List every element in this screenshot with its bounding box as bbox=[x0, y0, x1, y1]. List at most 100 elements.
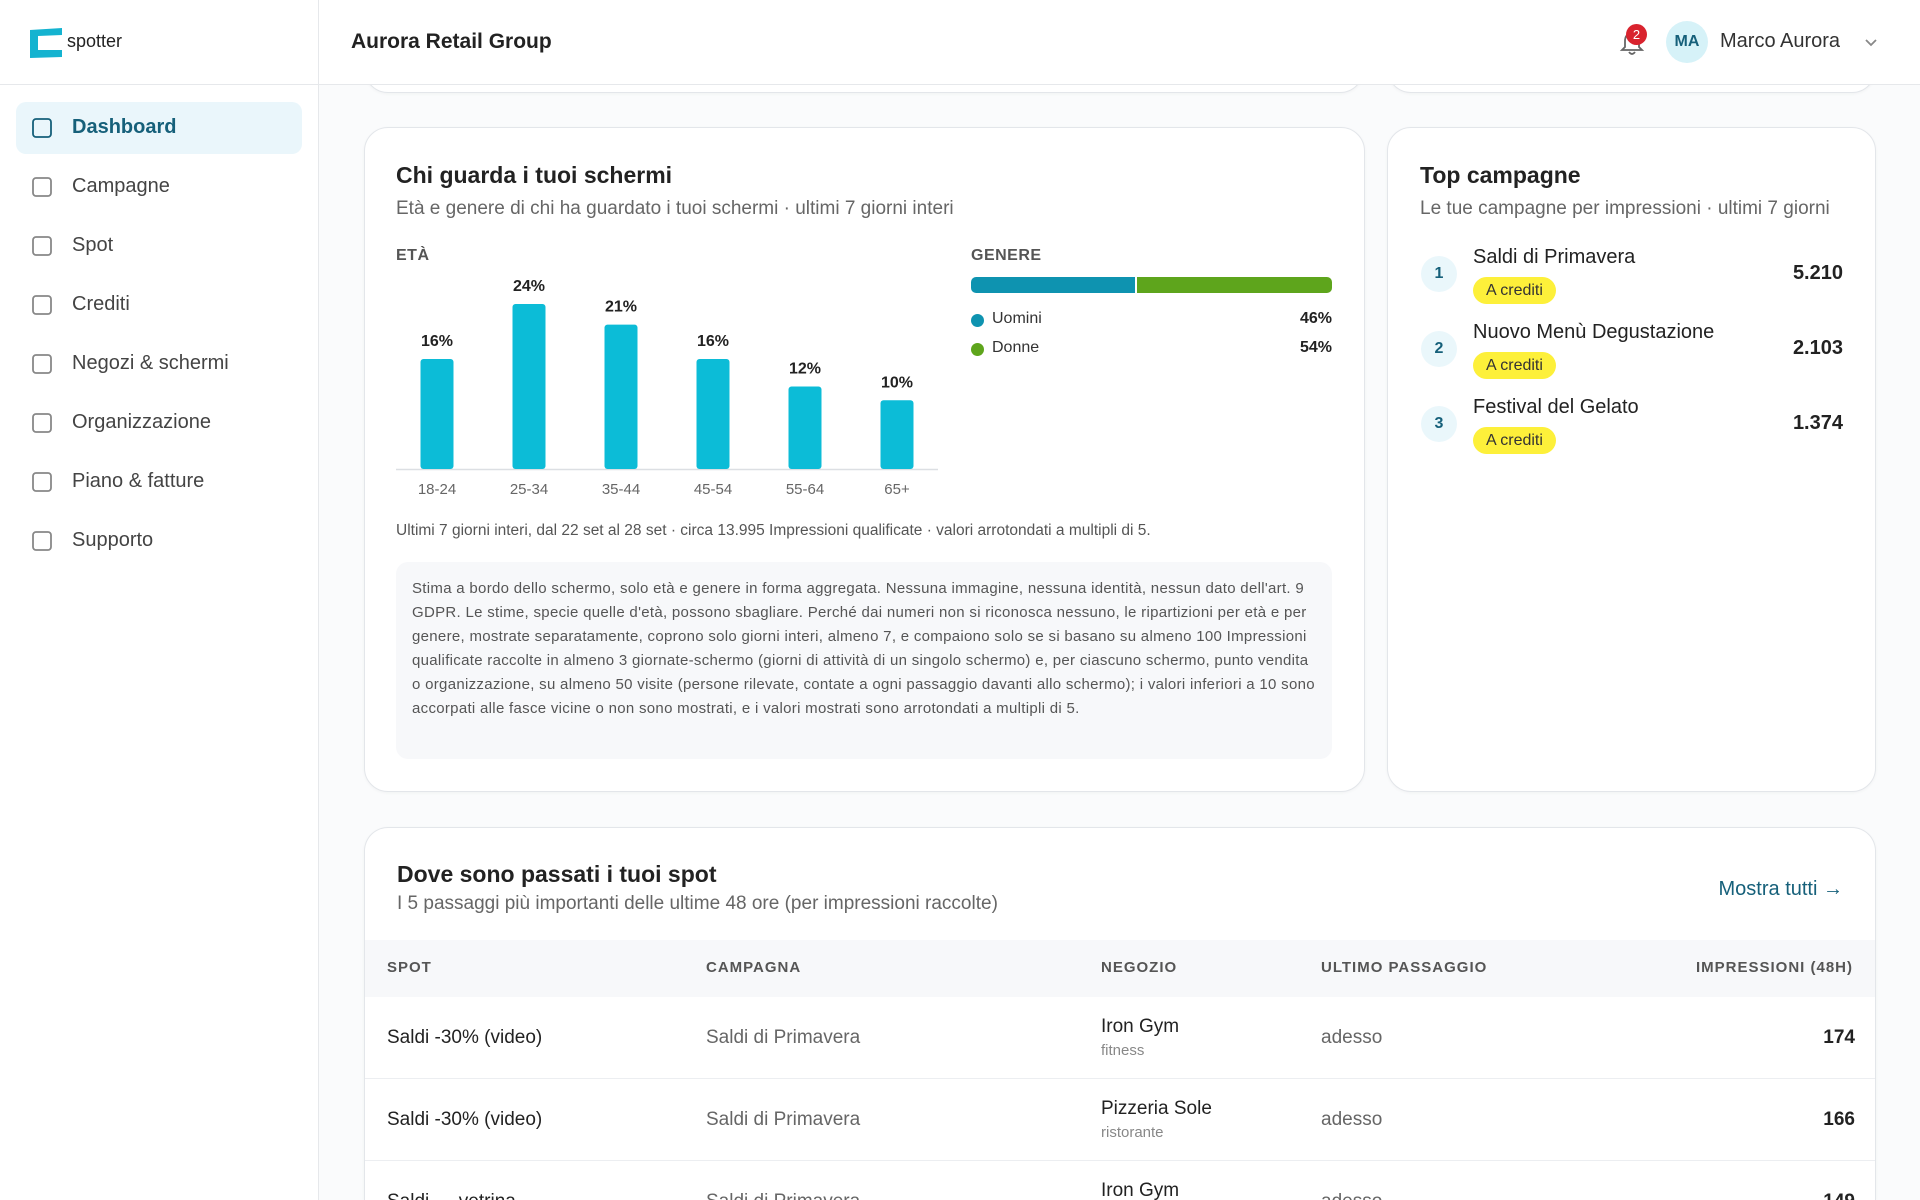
icon-shape bbox=[32, 118, 52, 138]
rank-badge: 2 bbox=[1421, 331, 1457, 367]
nav-label: Spot bbox=[72, 234, 114, 256]
legend-label: Donne bbox=[992, 339, 1040, 356]
campaign-impressions: 5.210 bbox=[1792, 262, 1843, 284]
campaign-row[interactable]: 3 Festival del Gelato A crediti 1.374 bbox=[1420, 392, 1845, 456]
rank-badge: 1 bbox=[1421, 256, 1457, 292]
top-campaigns-card bbox=[1387, 127, 1876, 792]
age-bar bbox=[788, 386, 822, 469]
column-header: NEGOZIO bbox=[1101, 959, 1178, 976]
legend-value: 46% bbox=[1299, 310, 1332, 327]
age-value-label: 16% bbox=[697, 333, 729, 350]
nav-label: Campagne bbox=[72, 175, 170, 197]
cell-store-type: ristorante bbox=[1101, 1124, 1164, 1141]
nav-item[interactable]: Dashboard bbox=[16, 102, 302, 154]
campaign-name: Nuovo Menù Degustazione bbox=[1473, 321, 1715, 343]
card-title: Chi guarda i tuoi schermi bbox=[396, 162, 673, 188]
nav-item[interactable]: Crediti bbox=[16, 279, 302, 331]
user-name: Marco Aurora bbox=[1720, 30, 1841, 52]
user-menu[interactable]: MA Marco Aurora bbox=[1666, 20, 1896, 64]
icon-shape bbox=[32, 177, 52, 197]
campaign-impressions: 1.374 bbox=[1792, 412, 1843, 434]
campaign-row[interactable]: 1 Saldi di Primavera A crediti 5.210 bbox=[1420, 242, 1845, 306]
gender-label: GENERE bbox=[971, 247, 1042, 264]
nav-item[interactable]: Piano & fatture bbox=[16, 456, 302, 508]
age-bar bbox=[880, 400, 914, 469]
table-header bbox=[365, 940, 1875, 997]
cell-spot: Saldi -30% (video) bbox=[387, 1027, 543, 1048]
nav-icon bbox=[32, 413, 52, 433]
campaign-row[interactable]: 2 Nuovo Menù Degustazione A crediti 2.103 bbox=[1420, 317, 1845, 381]
nav-item[interactable]: Negozi & schermi bbox=[16, 338, 302, 390]
card-title: Dove sono passati i tuoi spot bbox=[397, 861, 717, 887]
age-value-label: 16% bbox=[421, 333, 453, 350]
show-all-link[interactable]: Mostra tutti → bbox=[1718, 878, 1843, 900]
campaign-name: Saldi di Primavera bbox=[1473, 246, 1636, 268]
nav-icon bbox=[32, 472, 52, 492]
cell-spot: Saldi -30% (video) bbox=[387, 1109, 543, 1130]
legend-label: Uomini bbox=[992, 310, 1042, 327]
campaign-badge: A crediti bbox=[1473, 352, 1556, 379]
card-subtitle: Età e genere di chi ha guardato i tuoi s… bbox=[396, 198, 954, 219]
nav-icon bbox=[32, 236, 52, 256]
nav-item[interactable]: Supporto bbox=[16, 515, 302, 567]
cell-spot: Saldi — vetrina bbox=[387, 1191, 516, 1200]
age-bar bbox=[512, 304, 546, 469]
logo-icon bbox=[30, 28, 62, 58]
icon-shape bbox=[32, 472, 52, 492]
logo-block: spotter bbox=[0, 0, 318, 85]
sidebar bbox=[0, 0, 319, 1200]
icon-shape bbox=[32, 236, 52, 256]
age-category-label: 55-64 bbox=[786, 481, 824, 498]
age-value-label: 21% bbox=[605, 299, 637, 316]
nav-icon bbox=[32, 177, 52, 197]
icon-shape bbox=[32, 531, 52, 551]
cell-last: adesso bbox=[1321, 1191, 1382, 1200]
column-header: CAMPAGNA bbox=[706, 959, 802, 976]
cell-store: Iron Gym bbox=[1101, 1180, 1180, 1200]
nav-label: Crediti bbox=[72, 293, 130, 315]
nav-icon bbox=[32, 531, 52, 551]
icon-shape bbox=[32, 413, 52, 433]
age-category-label: 35-44 bbox=[602, 481, 640, 498]
card-subtitle: Le tue campagne per impressioni · ultimi… bbox=[1420, 198, 1830, 219]
cell-store: Iron Gym bbox=[1101, 1016, 1180, 1037]
chevron-icon bbox=[1865, 39, 1877, 47]
disclaimer-box: Stima a bordo dello schermo, solo età e … bbox=[396, 562, 1332, 759]
table-row[interactable]: Saldi -30% (video) Saldi di Primavera Pizz… bbox=[365, 1079, 1875, 1161]
cell-last: adesso bbox=[1321, 1109, 1383, 1130]
column-header: SPOT bbox=[387, 959, 432, 976]
nav-label: Supporto bbox=[72, 529, 154, 551]
age-label: ETÀ bbox=[396, 247, 430, 264]
age-bar bbox=[604, 324, 638, 469]
nav-label: Piano & fatture bbox=[72, 470, 205, 492]
avatar: MA bbox=[1666, 21, 1708, 63]
cell-store-type: fitness bbox=[1101, 1042, 1145, 1059]
footnote: Ultimi 7 giorni interi, dal 22 set al 28… bbox=[396, 522, 1151, 539]
nav-label: Negozi & schermi bbox=[72, 352, 229, 374]
age-bar bbox=[420, 359, 454, 469]
campaign-badge: A crediti bbox=[1473, 277, 1556, 304]
cell-campaign: Saldi di Primavera bbox=[706, 1109, 861, 1130]
campaign-name: Festival del Gelato bbox=[1473, 396, 1639, 418]
age-category-label: 45-54 bbox=[694, 481, 732, 498]
nav-icon bbox=[32, 295, 52, 315]
organization-name: Aurora Retail Group bbox=[351, 30, 552, 53]
cell-impressions: 166 bbox=[1823, 1109, 1855, 1130]
cell-campaign: Saldi di Primavera bbox=[706, 1191, 860, 1200]
icon-shape bbox=[32, 295, 52, 315]
header-content: Aurora Retail Group 2 MA Marco Aurora bbox=[0, 0, 1920, 85]
nav-item[interactable]: Campagne bbox=[16, 161, 302, 213]
card-subtitle: I 5 passaggi più importanti delle ultime… bbox=[397, 893, 998, 914]
logo-text: spotter bbox=[67, 31, 123, 51]
campaign-impressions: 2.103 bbox=[1792, 337, 1843, 359]
nav-item[interactable]: Organizzazione bbox=[16, 397, 302, 449]
table-row[interactable]: Saldi — vetrina Saldi di Primavera Iron Gy… bbox=[365, 1161, 1875, 1200]
cell-campaign: Saldi di Primavera bbox=[706, 1027, 861, 1048]
table-row[interactable]: Saldi -30% (video) Saldi di Primavera Iron… bbox=[365, 997, 1875, 1079]
nav-label: Organizzazione bbox=[72, 411, 211, 433]
chevron bbox=[1861, 32, 1881, 52]
nav-item[interactable]: Spot bbox=[16, 220, 302, 272]
